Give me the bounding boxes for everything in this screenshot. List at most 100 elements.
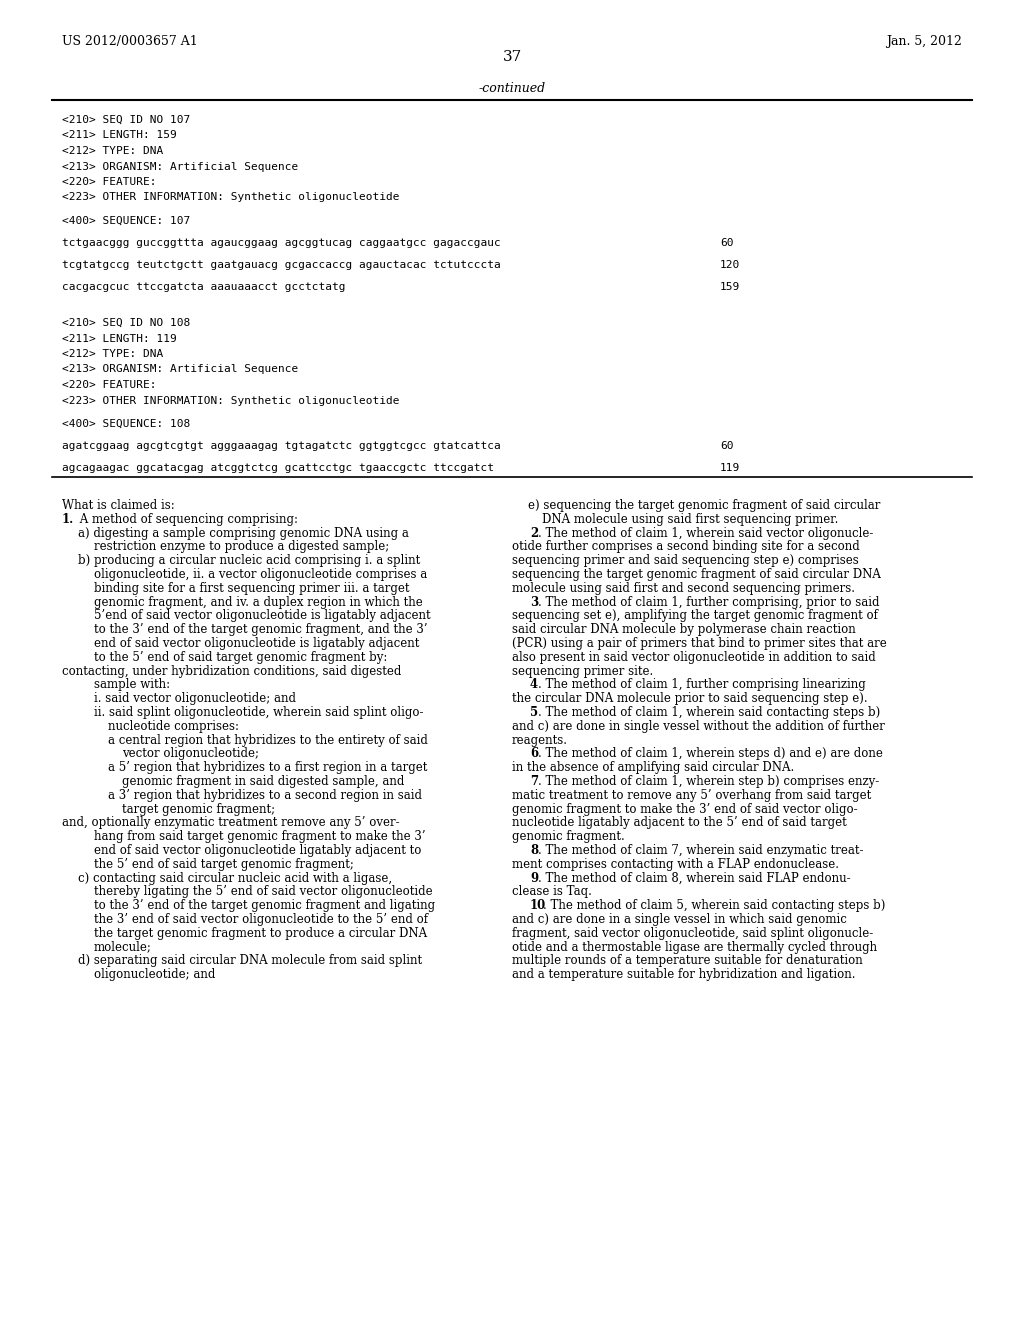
Text: restriction enzyme to produce a digested sample;: restriction enzyme to produce a digested… <box>94 540 389 553</box>
Text: multiple rounds of a temperature suitable for denaturation: multiple rounds of a temperature suitabl… <box>512 954 863 968</box>
Text: <213> ORGANISM: Artificial Sequence: <213> ORGANISM: Artificial Sequence <box>62 161 298 172</box>
Text: the target genomic fragment to produce a circular DNA: the target genomic fragment to produce a… <box>94 927 427 940</box>
Text: . The method of claim 1, wherein said contacting steps b): . The method of claim 1, wherein said co… <box>538 706 880 719</box>
Text: e) sequencing the target genomic fragment of said circular: e) sequencing the target genomic fragmen… <box>528 499 881 512</box>
Text: and c) are done in a single vessel in which said genomic: and c) are done in a single vessel in wh… <box>512 913 847 927</box>
Text: a) digesting a sample comprising genomic DNA using a: a) digesting a sample comprising genomic… <box>78 527 409 540</box>
Text: <212> TYPE: DNA: <212> TYPE: DNA <box>62 348 163 359</box>
Text: matic treatment to remove any 5’ overhang from said target: matic treatment to remove any 5’ overhan… <box>512 789 871 801</box>
Text: reagents.: reagents. <box>512 734 568 747</box>
Text: A method of sequencing comprising:: A method of sequencing comprising: <box>76 512 298 525</box>
Text: to the 3’ end of the target genomic fragment, and the 3’: to the 3’ end of the target genomic frag… <box>94 623 428 636</box>
Text: molecule using said first and second sequencing primers.: molecule using said first and second seq… <box>512 582 855 595</box>
Text: <223> OTHER INFORMATION: Synthetic oligonucleotide: <223> OTHER INFORMATION: Synthetic oligo… <box>62 193 399 202</box>
Text: <210> SEQ ID NO 108: <210> SEQ ID NO 108 <box>62 318 190 327</box>
Text: . The method of claim 1, further comprising, prior to said: . The method of claim 1, further compris… <box>538 595 879 609</box>
Text: <400> SEQUENCE: 108: <400> SEQUENCE: 108 <box>62 418 190 429</box>
Text: otide further comprises a second binding site for a second: otide further comprises a second binding… <box>512 540 860 553</box>
Text: genomic fragment to make the 3’ end of said vector oligo-: genomic fragment to make the 3’ end of s… <box>512 803 858 816</box>
Text: and, optionally enzymatic treatment remove any 5’ over-: and, optionally enzymatic treatment remo… <box>62 816 399 829</box>
Text: 5’end of said vector oligonucleotide is ligatably adjacent: 5’end of said vector oligonucleotide is … <box>94 610 431 623</box>
Text: end of said vector oligonucleotide is ligatably adjacent: end of said vector oligonucleotide is li… <box>94 638 420 649</box>
Text: <400> SEQUENCE: 107: <400> SEQUENCE: 107 <box>62 216 190 226</box>
Text: said circular DNA molecule by polymerase chain reaction: said circular DNA molecule by polymerase… <box>512 623 856 636</box>
Text: the 3’ end of said vector oligonucleotide to the 5’ end of: the 3’ end of said vector oligonucleotid… <box>94 913 428 927</box>
Text: binding site for a first sequencing primer iii. a target: binding site for a first sequencing prim… <box>94 582 410 595</box>
Text: contacting, under hybridization conditions, said digested: contacting, under hybridization conditio… <box>62 664 401 677</box>
Text: in the absence of amplifying said circular DNA.: in the absence of amplifying said circul… <box>512 762 795 775</box>
Text: clease is Taq.: clease is Taq. <box>512 886 592 899</box>
Text: sequencing primer site.: sequencing primer site. <box>512 664 653 677</box>
Text: 2: 2 <box>530 527 539 540</box>
Text: 7: 7 <box>530 775 539 788</box>
Text: d) separating said circular DNA molecule from said splint: d) separating said circular DNA molecule… <box>78 954 422 968</box>
Text: the circular DNA molecule prior to said sequencing step e).: the circular DNA molecule prior to said … <box>512 692 867 705</box>
Text: b) producing a circular nucleic acid comprising i. a splint: b) producing a circular nucleic acid com… <box>78 554 420 568</box>
Text: 60: 60 <box>720 238 733 248</box>
Text: cacgacgcuc ttccgatcta aaauaaacct gcctctatg: cacgacgcuc ttccgatcta aaauaaacct gcctcta… <box>62 282 345 292</box>
Text: . The method of claim 1, further comprising linearizing: . The method of claim 1, further compris… <box>538 678 865 692</box>
Text: c) contacting said circular nucleic acid with a ligase,: c) contacting said circular nucleic acid… <box>78 871 392 884</box>
Text: target genomic fragment;: target genomic fragment; <box>122 803 275 816</box>
Text: sample with:: sample with: <box>94 678 170 692</box>
Text: 9: 9 <box>530 871 539 884</box>
Text: -continued: -continued <box>478 82 546 95</box>
Text: vector oligonucleotide;: vector oligonucleotide; <box>122 747 259 760</box>
Text: a central region that hybridizes to the entirety of said: a central region that hybridizes to the … <box>108 734 428 747</box>
Text: to the 3’ end of the target genomic fragment and ligating: to the 3’ end of the target genomic frag… <box>94 899 435 912</box>
Text: <211> LENGTH: 159: <211> LENGTH: 159 <box>62 131 177 140</box>
Text: <223> OTHER INFORMATION: Synthetic oligonucleotide: <223> OTHER INFORMATION: Synthetic oligo… <box>62 396 399 405</box>
Text: . The method of claim 1, wherein step b) comprises enzy-: . The method of claim 1, wherein step b)… <box>538 775 879 788</box>
Text: nucleotide ligatably adjacent to the 5’ end of said target: nucleotide ligatably adjacent to the 5’ … <box>512 816 847 829</box>
Text: Jan. 5, 2012: Jan. 5, 2012 <box>886 36 962 48</box>
Text: end of said vector oligonucleotide ligatably adjacent to: end of said vector oligonucleotide ligat… <box>94 843 421 857</box>
Text: otide and a thermostable ligase are thermally cycled through: otide and a thermostable ligase are ther… <box>512 941 878 953</box>
Text: ment comprises contacting with a FLAP endonuclease.: ment comprises contacting with a FLAP en… <box>512 858 839 871</box>
Text: 6: 6 <box>530 747 539 760</box>
Text: 159: 159 <box>720 282 740 292</box>
Text: <212> TYPE: DNA: <212> TYPE: DNA <box>62 147 163 156</box>
Text: sequencing set e), amplifying the target genomic fragment of: sequencing set e), amplifying the target… <box>512 610 878 623</box>
Text: 3: 3 <box>530 595 539 609</box>
Text: <211> LENGTH: 119: <211> LENGTH: 119 <box>62 334 177 343</box>
Text: nucleotide comprises:: nucleotide comprises: <box>108 719 239 733</box>
Text: sequencing the target genomic fragment of said circular DNA: sequencing the target genomic fragment o… <box>512 568 881 581</box>
Text: fragment, said vector oligonucleotide, said splint oligonucle-: fragment, said vector oligonucleotide, s… <box>512 927 873 940</box>
Text: . The method of claim 5, wherein said contacting steps b): . The method of claim 5, wherein said co… <box>543 899 886 912</box>
Text: <220> FEATURE:: <220> FEATURE: <box>62 380 157 389</box>
Text: tcgtatgccg teutctgctt gaatgauacg gcgaccaccg agauctacac tctutcccta: tcgtatgccg teutctgctt gaatgauacg gcgacca… <box>62 260 501 271</box>
Text: and c) are done in single vessel without the addition of further: and c) are done in single vessel without… <box>512 719 885 733</box>
Text: to the 5’ end of said target genomic fragment by:: to the 5’ end of said target genomic fra… <box>94 651 387 664</box>
Text: and a temperature suitable for hybridization and ligation.: and a temperature suitable for hybridiza… <box>512 968 855 981</box>
Text: molecule;: molecule; <box>94 941 152 953</box>
Text: sequencing primer and said sequencing step e) comprises: sequencing primer and said sequencing st… <box>512 554 859 568</box>
Text: genomic fragment.: genomic fragment. <box>512 830 625 843</box>
Text: 10: 10 <box>530 899 546 912</box>
Text: DNA molecule using said first sequencing primer.: DNA molecule using said first sequencing… <box>542 512 839 525</box>
Text: hang from said target genomic fragment to make the 3’: hang from said target genomic fragment t… <box>94 830 426 843</box>
Text: <210> SEQ ID NO 107: <210> SEQ ID NO 107 <box>62 115 190 125</box>
Text: 120: 120 <box>720 260 740 271</box>
Text: <213> ORGANISM: Artificial Sequence: <213> ORGANISM: Artificial Sequence <box>62 364 298 375</box>
Text: . The method of claim 1, wherein steps d) and e) are done: . The method of claim 1, wherein steps d… <box>538 747 883 760</box>
Text: . The method of claim 7, wherein said enzymatic treat-: . The method of claim 7, wherein said en… <box>538 843 863 857</box>
Text: US 2012/0003657 A1: US 2012/0003657 A1 <box>62 36 198 48</box>
Text: . The method of claim 1, wherein said vector oligonucle-: . The method of claim 1, wherein said ve… <box>538 527 872 540</box>
Text: 5: 5 <box>530 706 539 719</box>
Text: 60: 60 <box>720 441 733 451</box>
Text: 119: 119 <box>720 463 740 473</box>
Text: 4: 4 <box>530 678 539 692</box>
Text: 8: 8 <box>530 843 539 857</box>
Text: genomic fragment in said digested sample, and: genomic fragment in said digested sample… <box>122 775 404 788</box>
Text: a 5’ region that hybridizes to a first region in a target: a 5’ region that hybridizes to a first r… <box>108 762 427 775</box>
Text: agatcggaag agcgtcgtgt agggaaagag tgtagatctc ggtggtcgcc gtatcattca: agatcggaag agcgtcgtgt agggaaagag tgtagat… <box>62 441 501 451</box>
Text: agcagaagac ggcatacgag atcggtctcg gcattcctgc tgaaccgctc ttccgatct: agcagaagac ggcatacgag atcggtctcg gcattcc… <box>62 463 494 473</box>
Text: 1.: 1. <box>62 512 75 525</box>
Text: <220> FEATURE:: <220> FEATURE: <box>62 177 157 187</box>
Text: genomic fragment, and iv. a duplex region in which the: genomic fragment, and iv. a duplex regio… <box>94 595 423 609</box>
Text: a 3’ region that hybridizes to a second region in said: a 3’ region that hybridizes to a second … <box>108 789 422 801</box>
Text: (PCR) using a pair of primers that bind to primer sites that are: (PCR) using a pair of primers that bind … <box>512 638 887 649</box>
Text: 37: 37 <box>503 50 521 63</box>
Text: thereby ligating the 5’ end of said vector oligonucleotide: thereby ligating the 5’ end of said vect… <box>94 886 432 899</box>
Text: i. said vector oligonucleotide; and: i. said vector oligonucleotide; and <box>94 692 296 705</box>
